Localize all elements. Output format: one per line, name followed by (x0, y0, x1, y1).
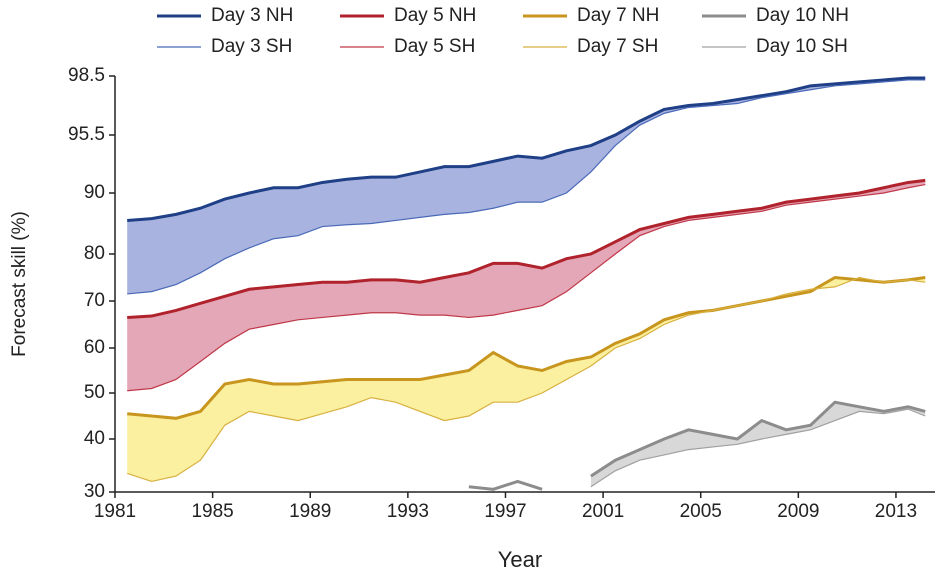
series-line (127, 178, 926, 319)
y-tick-label: 40 (84, 428, 105, 449)
band-fill (590, 402, 926, 487)
x-tick-label: 2013 (875, 501, 917, 522)
y-tick-label: 60 (84, 337, 105, 358)
y-tick-label: 70 (84, 290, 105, 311)
x-tick-label: 2001 (582, 501, 624, 522)
band-fill (127, 180, 926, 391)
x-tick-label: 2005 (680, 501, 722, 522)
band-fill (127, 277, 926, 482)
legend-label: Day 10 SH (756, 36, 848, 57)
series-line (127, 183, 926, 392)
series-line (127, 79, 926, 295)
y-tick-label: 80 (84, 243, 105, 264)
legend-label: Day 5 SH (394, 36, 475, 57)
legend-label: Day 7 SH (577, 36, 658, 57)
series-line (127, 275, 926, 420)
series-line (468, 400, 926, 491)
y-tick-label: 98.5 (68, 65, 105, 86)
legend-label: Day 3 NH (211, 5, 293, 26)
series-line (590, 408, 926, 488)
x-tick-label: 1985 (191, 501, 233, 522)
x-tick-label: 2009 (777, 501, 819, 522)
x-tick-label: 1989 (289, 501, 331, 522)
y-tick-label: 30 (84, 481, 105, 502)
legend-label: Day 3 SH (211, 36, 292, 57)
x-tick-label: 1997 (484, 501, 526, 522)
series-line (127, 76, 926, 222)
legend-label: Day 5 NH (394, 5, 476, 26)
y-tick-label: 50 (84, 382, 105, 403)
y-axis-label: Forecast skill (%) (9, 211, 30, 357)
x-tick-label: 1981 (94, 501, 136, 522)
y-tick-label: 95.5 (68, 124, 105, 145)
series-line (127, 276, 926, 483)
x-axis-label: Year (498, 547, 542, 572)
legend-label: Day 7 NH (577, 5, 659, 26)
band-fill (127, 77, 926, 294)
plot (127, 76, 926, 491)
x-tick-label: 1993 (387, 501, 429, 522)
legend-label: Day 10 NH (756, 5, 849, 26)
y-tick-label: 90 (84, 182, 105, 203)
